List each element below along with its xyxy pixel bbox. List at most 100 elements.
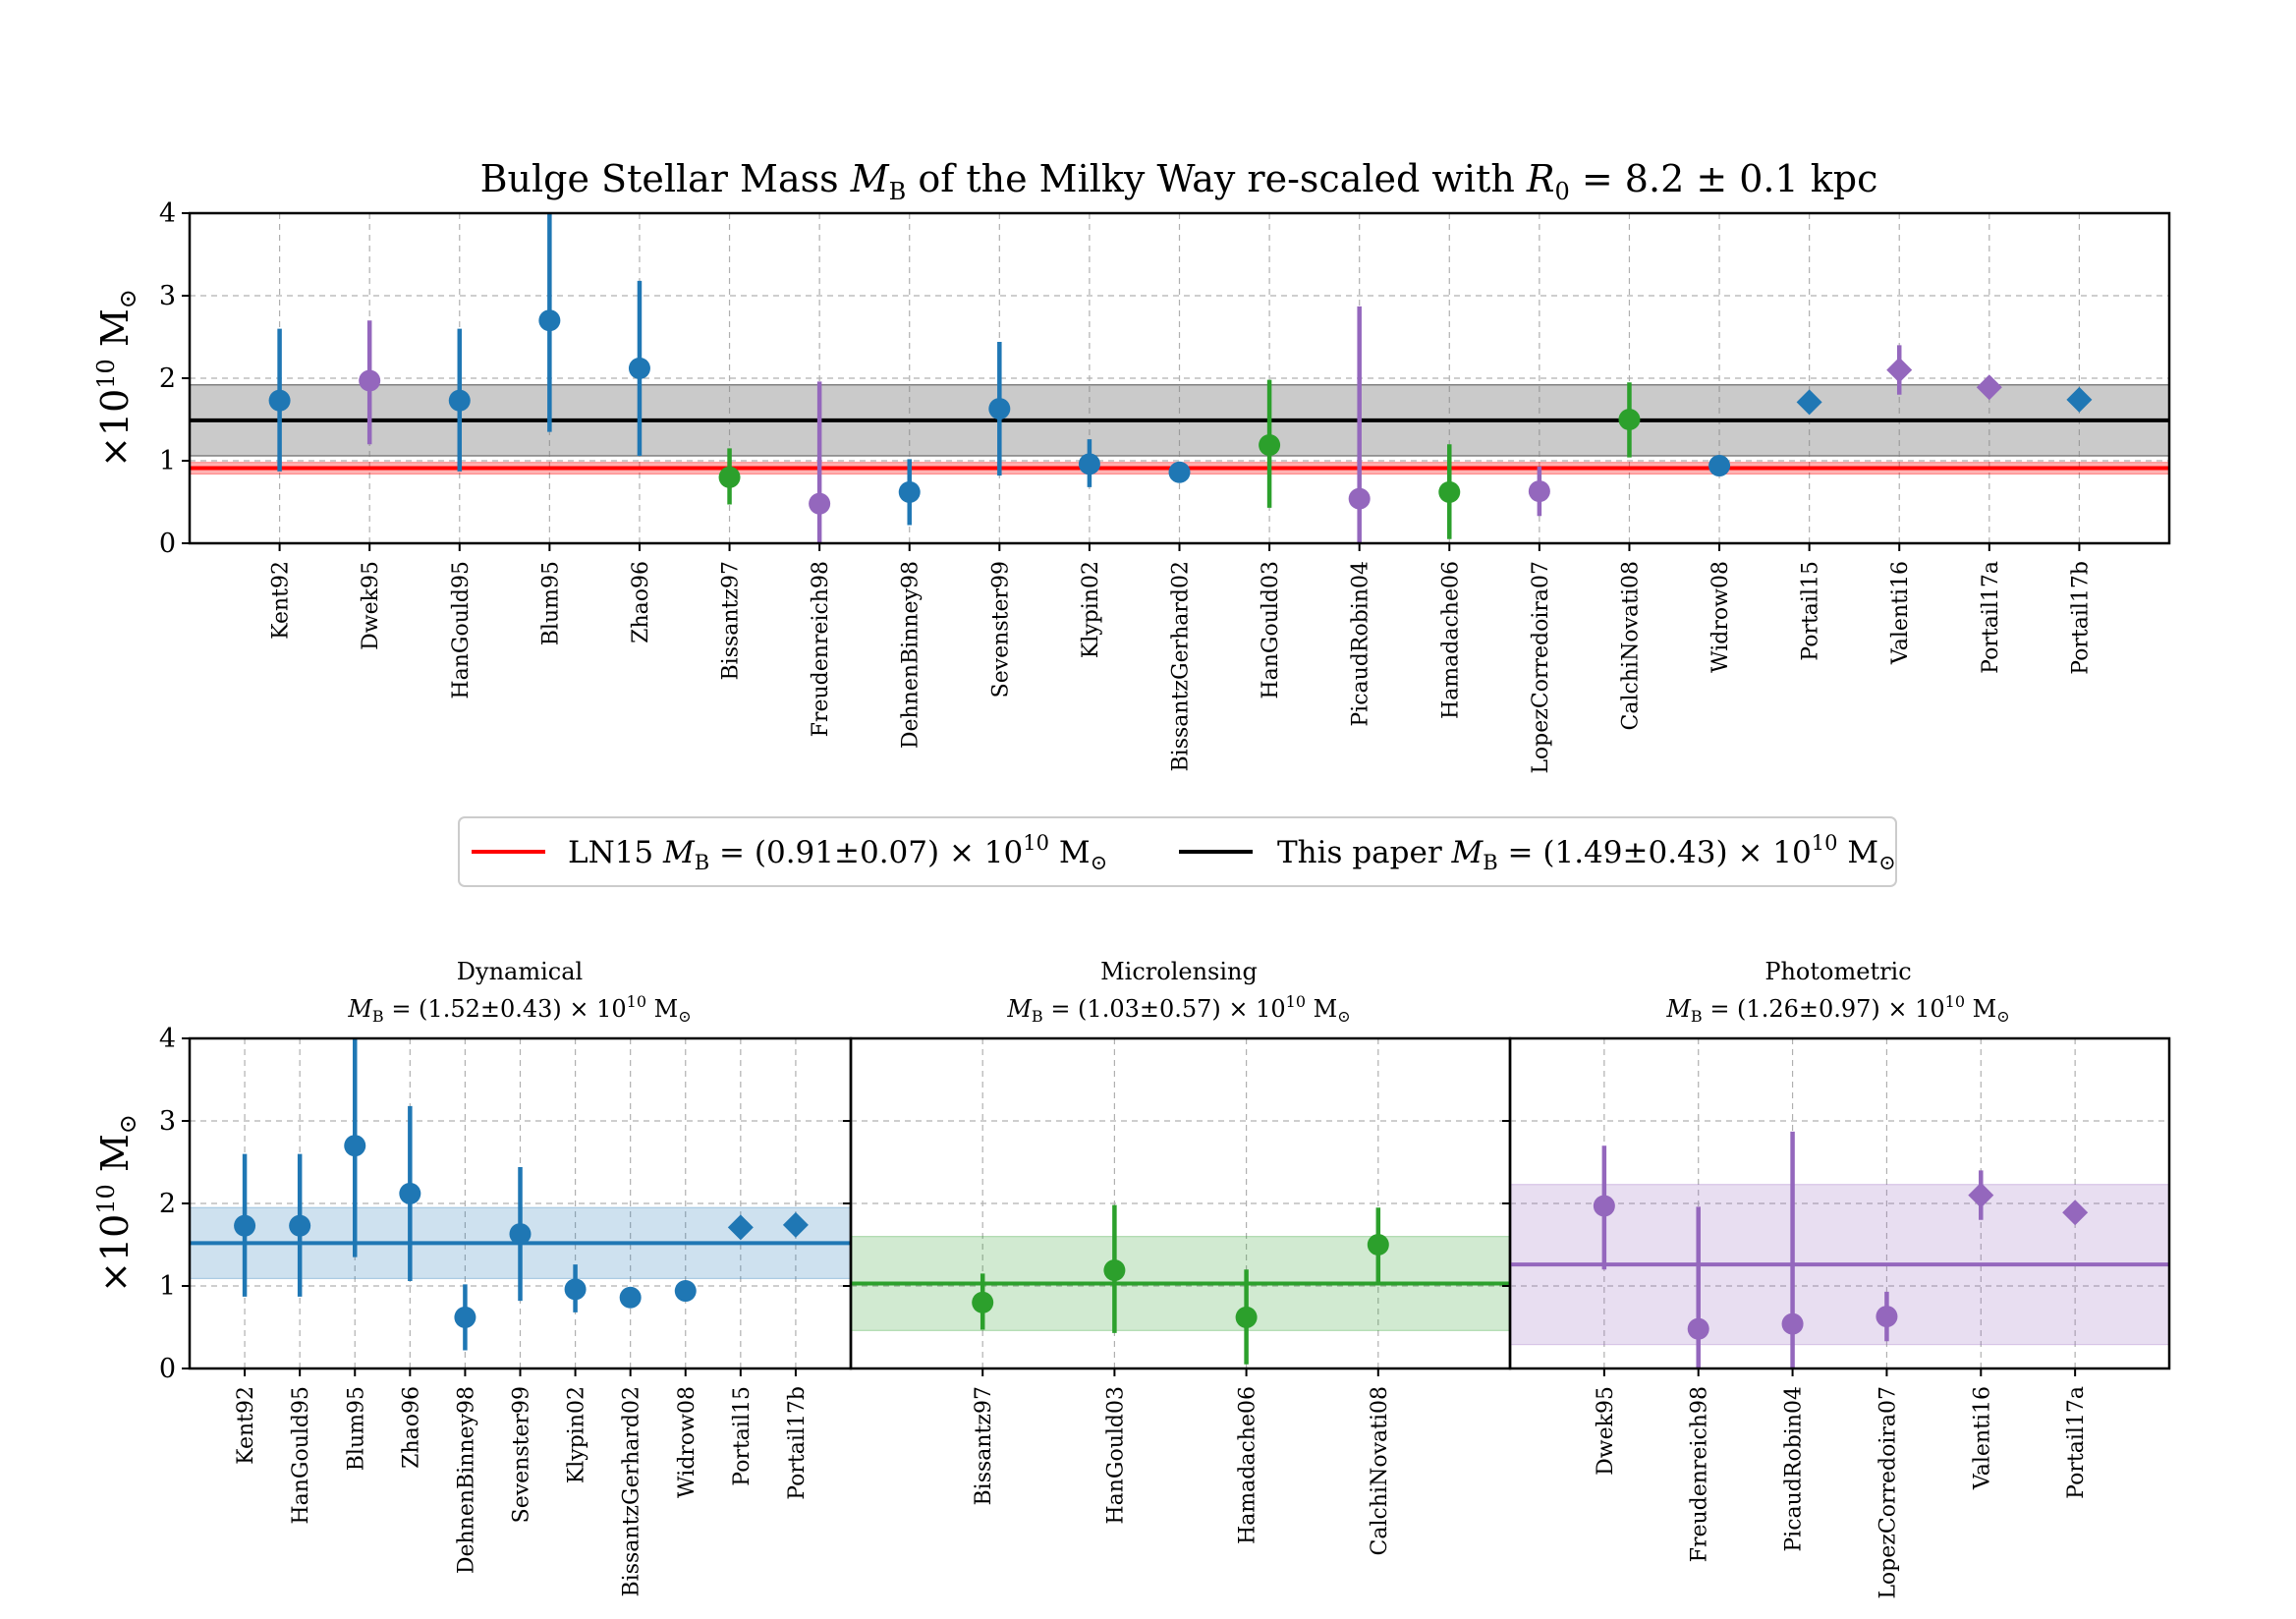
x-tick-label: HanGould03	[1103, 1386, 1128, 1525]
data-point	[1618, 409, 1641, 430]
x-tick-label: PicaudRobin04	[1782, 1386, 1807, 1552]
data-point-diamond	[1796, 389, 1822, 416]
x-tick-label: CalchiNovati08	[1618, 561, 1643, 730]
data-point	[619, 1286, 642, 1309]
data-point	[972, 1291, 994, 1313]
x-tick-label: Valenti16	[1888, 561, 1913, 665]
y-axis-label: ×1010 M⊙	[92, 1114, 141, 1293]
x-tick-label: Widrow08	[675, 1386, 700, 1498]
pho-subtitle: MB = (1.26±0.97) × 1010 M⊙	[1665, 992, 2009, 1026]
data-point-diamond	[1886, 357, 1913, 383]
dyn-subtitle: MB = (1.52±0.43) × 1010 M⊙	[347, 992, 691, 1026]
x-tick-label: Bissantz97	[972, 1386, 996, 1506]
x-tick-label: Portail17b	[2068, 561, 2093, 675]
legend-ln15-label: LN15 MB = (0.91±0.07) × 1010 M⊙	[568, 831, 1107, 874]
data-point	[1687, 1317, 1709, 1340]
data-point	[268, 389, 291, 412]
x-tick-label: Hamadache06	[1236, 1386, 1260, 1544]
y-tick-label: 3	[159, 1106, 176, 1137]
x-tick-label: Hamadache06	[1438, 561, 1463, 719]
x-tick-label: Zhao96	[399, 1386, 423, 1469]
x-tick-label: HanGould95	[289, 1386, 313, 1525]
data-point	[448, 389, 471, 412]
y-tick-label: 0	[159, 529, 176, 559]
data-point	[1348, 487, 1371, 510]
x-tick-label: Dwek95	[1594, 1386, 1618, 1476]
data-point-diamond	[1976, 374, 2002, 401]
data-point	[1168, 461, 1191, 483]
x-tick-label: Portail17a	[1979, 561, 2003, 674]
data-point	[1708, 455, 1731, 477]
main-title: Bulge Stellar Mass MB of the Milky Way r…	[480, 157, 1878, 205]
data-point	[1367, 1234, 1389, 1256]
y-tick-label: 1	[159, 1271, 176, 1302]
data-point	[359, 369, 381, 392]
x-tick-label: Kent92	[269, 561, 294, 640]
x-tick-label: DehnenBinney98	[899, 561, 924, 749]
photometric-chart: Dwek95 Freudenreich98 PicaudRobin04 LopezCo…	[1502, 1036, 2171, 1599]
data-point	[538, 309, 561, 332]
legend: LN15 MB = (0.91±0.07) × 1010 M⊙ This pap…	[458, 816, 1897, 887]
y-tick-label: 0	[159, 1354, 176, 1384]
y-tick-label: 2	[159, 1189, 176, 1219]
x-tick-label: Portail15	[730, 1386, 755, 1486]
y-tick-label: 3	[159, 281, 176, 311]
plot-area	[190, 1038, 851, 1351]
data-point	[289, 1214, 311, 1237]
data-point	[454, 1306, 476, 1328]
plot-area	[190, 213, 2169, 543]
data-point	[1528, 480, 1550, 503]
x-tick-label: Klypin02	[565, 1386, 589, 1483]
y-axis-label: ×1010 M⊙	[92, 289, 141, 468]
mic-title: Microlensing	[1100, 958, 1258, 985]
y-tick-label: 4	[159, 1024, 176, 1054]
x-tick-label: Freudenreich98	[809, 561, 833, 737]
y-tick-label: 1	[159, 446, 176, 476]
dynamical-chart: 0 1 2 3 4 Kent92 HanGould95 Blum95 Zhao96 DehnenB…	[92, 1024, 853, 1597]
x-tick-label: HanGould95	[449, 561, 474, 699]
x-tick-label: Freudenreich98	[1688, 1386, 1712, 1562]
legend-paper-label: This paper MB = (1.49±0.43) × 1010 M⊙	[1277, 831, 1896, 874]
data-point	[628, 357, 650, 379]
x-tick-label: LopezCorredoira07	[1876, 1386, 1900, 1599]
x-tick-label: BissantzGerhard02	[1169, 561, 1194, 772]
x-tick-label: Dwek95	[359, 561, 383, 650]
x-tick-label: Portail15	[1799, 561, 1823, 661]
y-tick-label: 4	[159, 198, 176, 229]
data-point	[718, 466, 741, 488]
data-point-diamond	[782, 1211, 809, 1238]
data-point	[1593, 1195, 1615, 1217]
x-tick-label: Bissantz97	[719, 561, 744, 681]
x-tick-label: Kent92	[234, 1386, 258, 1465]
x-tick-label: Valenti16	[1970, 1386, 1994, 1490]
data-point	[1781, 1312, 1804, 1335]
x-tick-label: PicaudRobin04	[1349, 561, 1373, 727]
x-tick-label: Widrow08	[1708, 561, 1733, 673]
x-tick-label: Portail17a	[2064, 1386, 2089, 1499]
x-tick-label: Zhao96	[629, 561, 653, 643]
y-tick-label: 2	[159, 363, 176, 394]
x-tick-label: DehnenBinney98	[454, 1386, 478, 1574]
dyn-title: Dynamical	[457, 958, 583, 985]
data-point	[1876, 1306, 1898, 1328]
data-point	[1259, 434, 1281, 457]
data-point	[344, 1135, 366, 1157]
x-tick-label: Blum95	[538, 561, 563, 645]
data-point	[809, 492, 831, 515]
plot-area	[1510, 1131, 2169, 1368]
x-tick-label: CalchiNovati08	[1368, 1386, 1392, 1555]
plot-area	[851, 1204, 1510, 1365]
main-chart: 0 1 2 3 4 Kent92 Dwek95 HanGould95 Blum95 Zhao96 B…	[92, 198, 2171, 774]
x-tick-label: Klypin02	[1079, 561, 1103, 658]
data-point	[1235, 1306, 1258, 1328]
x-tick-label: HanGould03	[1259, 561, 1283, 699]
data-point	[898, 480, 921, 503]
data-point-diamond	[1968, 1182, 1994, 1208]
data-point	[1078, 453, 1100, 475]
data-point	[1438, 480, 1461, 503]
data-point	[1103, 1259, 1126, 1282]
x-tick-label: Sevenster99	[510, 1386, 534, 1523]
mic-subtitle: MB = (1.03±0.57) × 1010 M⊙	[1006, 992, 1350, 1026]
data-point	[674, 1280, 697, 1303]
